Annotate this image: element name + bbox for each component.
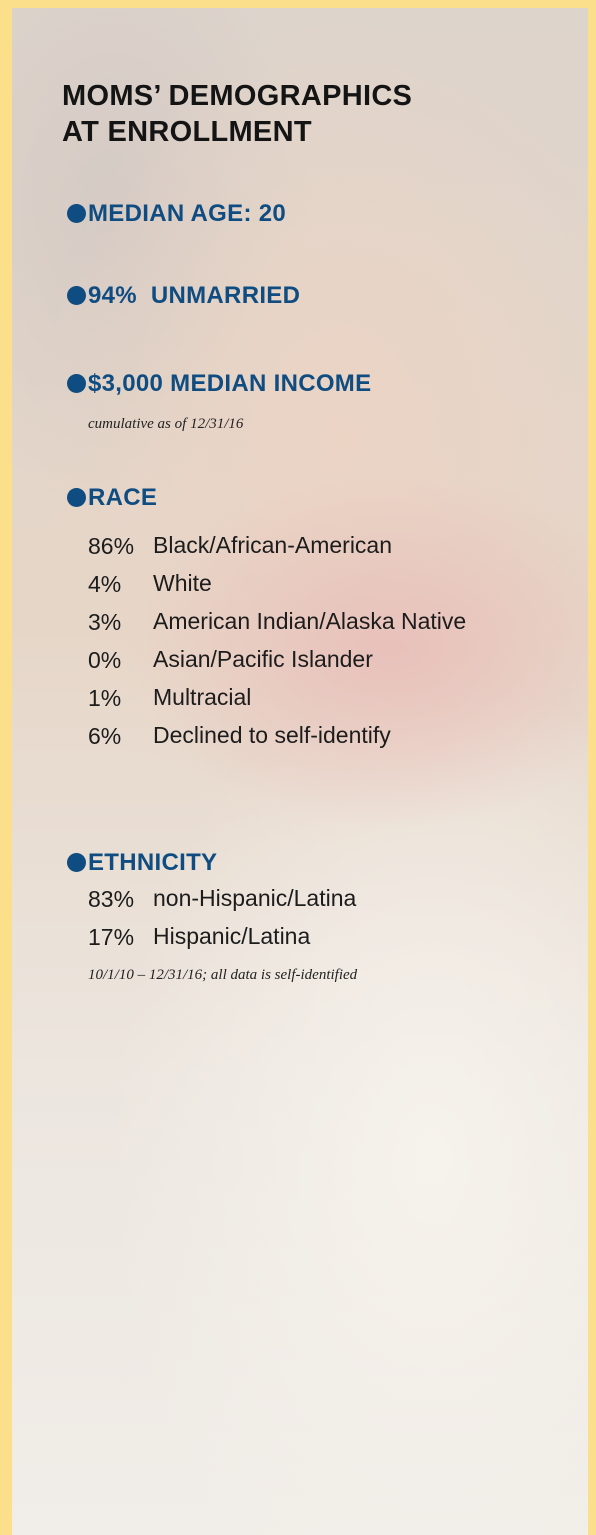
bullet xyxy=(67,374,86,393)
label: Declined to self-identify xyxy=(153,716,493,754)
ethnicity-note: 10/1/10 – 12/31/16; all data is self-ide… xyxy=(88,956,368,994)
unmarried: 94% UNMARRIED xyxy=(88,282,300,310)
income-heading: $3,000 MEDIAN INCOME xyxy=(88,370,371,398)
page: MOMS’ DEMOGRAPHICS AT ENROLLMENT MEDIAN … xyxy=(0,0,596,1535)
bullet xyxy=(67,853,86,872)
percent: 6% xyxy=(88,723,121,750)
race-heading: RACE xyxy=(88,484,157,512)
label: Asian/Pacific Islander xyxy=(153,640,493,678)
label: non-Hispanic/Latina xyxy=(153,879,493,917)
percent: 83% xyxy=(88,886,134,913)
percent: 3% xyxy=(88,609,121,636)
ethnicity-heading: ETHNICITY xyxy=(88,849,217,877)
percent: 0% xyxy=(88,647,121,674)
title-line: MOMS’ DEMOGRAPHICS xyxy=(62,80,412,113)
title-line: AT ENROLLMENT xyxy=(62,116,312,149)
income-note: cumulative as of 12/31/16 xyxy=(88,416,243,433)
percent: 1% xyxy=(88,685,121,712)
bullet xyxy=(67,204,86,223)
median-age: MEDIAN AGE: 20 xyxy=(88,200,286,228)
label: White xyxy=(153,564,493,602)
bullet xyxy=(67,488,86,507)
percent: 86% xyxy=(88,533,134,560)
percent: 17% xyxy=(88,924,134,951)
bullet xyxy=(67,286,86,305)
label: Hispanic/Latina xyxy=(153,917,493,955)
label: Multracial xyxy=(153,678,493,716)
label: Black/African-American xyxy=(153,526,493,564)
label: American Indian/Alaska Native xyxy=(153,602,493,640)
percent: 4% xyxy=(88,571,121,598)
background-photo xyxy=(12,8,588,1535)
